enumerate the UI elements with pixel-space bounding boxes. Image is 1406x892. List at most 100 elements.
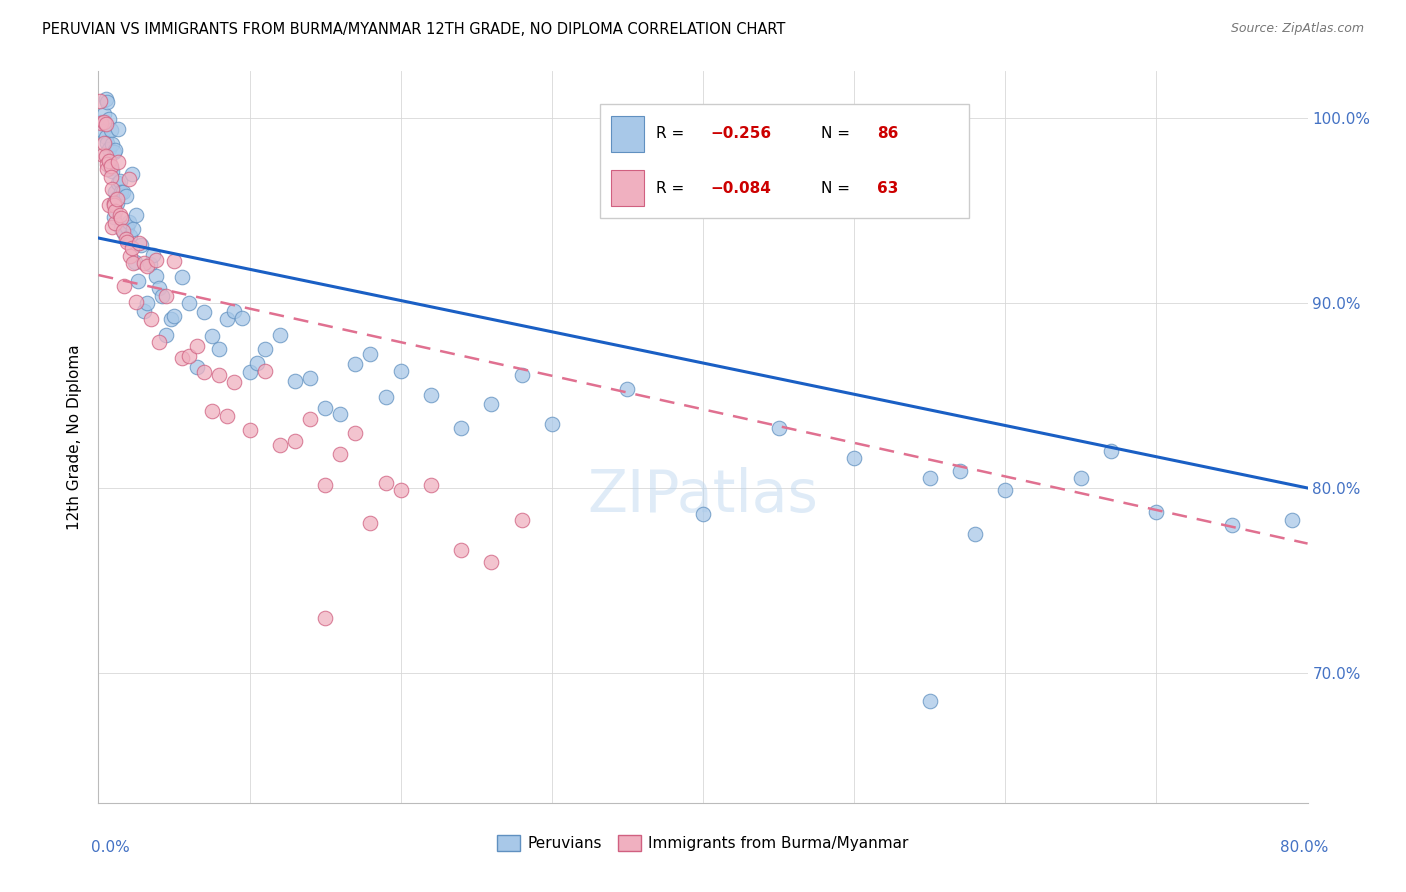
Point (135, 295, 157, 310)
Point (122, 256, 145, 270)
Point (94, 149, 117, 163)
Point (344, 426, 367, 441)
Point (104, 216, 127, 230)
Point (344, 357, 367, 371)
Point (132, 256, 155, 270)
Point (98, 154, 121, 169)
Point (510, 513, 533, 527)
Point (142, 247, 165, 261)
Point (224, 376, 246, 390)
Point (91, 124, 114, 138)
Point (96, 162, 118, 177)
Point (481, 397, 503, 411)
Point (101, 220, 124, 235)
Point (253, 342, 276, 356)
Point (129, 238, 152, 252)
Point (111, 224, 134, 238)
Point (224, 304, 246, 318)
Point (420, 478, 443, 492)
Point (121, 241, 143, 255)
Point (111, 186, 134, 200)
Point (114, 189, 136, 203)
Point (374, 391, 396, 405)
Point (93, 107, 115, 121)
Point (105, 192, 128, 206)
Point (145, 253, 167, 268)
Point (104, 204, 127, 219)
Point (284, 374, 307, 388)
Point (179, 349, 201, 363)
Point (120, 229, 142, 244)
Point (127, 274, 149, 288)
Point (616, 382, 638, 396)
Point (374, 475, 396, 490)
Point (329, 447, 352, 461)
Point (103, 198, 125, 212)
Point (918, 694, 941, 708)
Point (128, 236, 150, 251)
Point (148, 334, 170, 349)
Point (284, 434, 307, 449)
Point (208, 343, 231, 357)
Point (103, 145, 125, 159)
Point (163, 309, 186, 323)
Point (208, 368, 231, 382)
Point (104, 143, 127, 157)
Point (768, 421, 790, 435)
Point (124, 255, 146, 269)
Point (100, 123, 122, 137)
Point (150, 289, 173, 303)
Text: 80.0%: 80.0% (1281, 840, 1329, 855)
Text: 0.0%: 0.0% (91, 840, 131, 855)
Point (115, 235, 138, 249)
Point (450, 543, 472, 558)
Point (148, 280, 170, 294)
Point (201, 403, 224, 417)
Point (107, 154, 129, 169)
Point (170, 270, 193, 285)
Point (481, 555, 503, 569)
Point (160, 312, 183, 326)
Point (170, 351, 193, 365)
Point (329, 407, 352, 421)
Point (1220, 518, 1243, 533)
Point (1070, 471, 1092, 485)
Point (110, 185, 132, 199)
Point (121, 167, 143, 181)
Point (90, 115, 112, 129)
Point (89, 95, 111, 109)
Point (201, 328, 224, 343)
Point (239, 423, 262, 437)
Point (96, 95, 118, 109)
Point (96, 136, 118, 150)
Point (692, 508, 714, 522)
Point (965, 527, 987, 541)
Point (101, 164, 124, 178)
Point (110, 220, 132, 235)
Point (360, 347, 382, 361)
Legend: Peruvians, Immigrants from Burma/Myanmar: Peruvians, Immigrants from Burma/Myanmar (491, 830, 915, 857)
Point (269, 328, 291, 343)
Point (186, 339, 208, 353)
Point (115, 219, 138, 234)
Point (949, 464, 972, 478)
Point (145, 268, 167, 283)
Point (93, 115, 115, 129)
Point (101, 137, 124, 152)
Point (141, 311, 163, 326)
Point (389, 483, 412, 497)
Point (299, 371, 322, 385)
Point (108, 173, 131, 187)
Y-axis label: 12th Grade, No Diploma: 12th Grade, No Diploma (67, 344, 83, 530)
Point (314, 401, 336, 415)
Point (360, 516, 382, 531)
Point (540, 417, 562, 432)
Point (155, 327, 177, 342)
Point (125, 208, 148, 222)
Point (179, 295, 201, 310)
Point (107, 176, 129, 190)
Point (1281, 513, 1303, 527)
Point (918, 471, 941, 485)
Point (110, 211, 132, 225)
Point (103, 196, 125, 211)
